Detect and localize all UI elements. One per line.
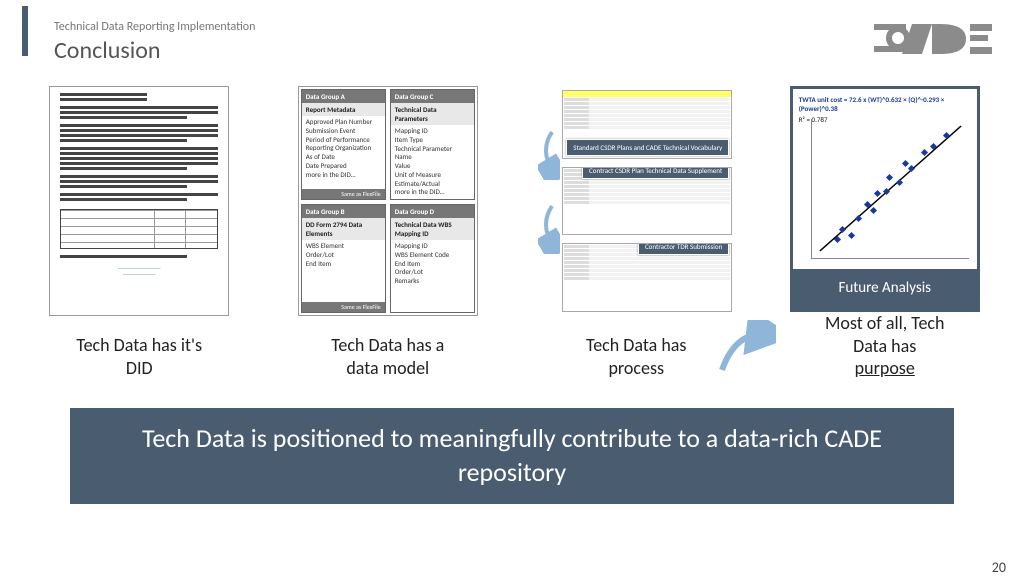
process-banner: Standard CSDR Plans and CADE Technical V…	[566, 139, 729, 156]
process-banner: Contract CSDR Plan Technical Data Supple…	[582, 167, 729, 179]
analysis-card: TWTA unit cost = 72.6 x (WT)^0.632 × (Q)…	[790, 86, 980, 312]
data-group-card: Data Group AReport MetadataApproved Plan…	[301, 89, 386, 200]
data-group-card: Data Group BDD Form 2794 Data ElementsWB…	[301, 204, 386, 313]
columns-row: ────────────────────────────── Tech Data…	[0, 86, 1024, 400]
caption-data-model: Tech Data has a data model	[331, 334, 444, 400]
analysis-label: Future Analysis	[793, 269, 977, 309]
caption-text: process	[608, 357, 664, 379]
process-banner: Contractor TDR Submission	[638, 243, 729, 255]
chart-title: TWTA unit cost = 72.6 x (WT)^0.632 × (Q)…	[799, 95, 971, 113]
caption-text: Most of all, Tech	[825, 312, 945, 334]
data-group-card: Data Group DTechnical Data WBS Mapping I…	[390, 204, 475, 313]
caption-text: DID	[126, 357, 153, 379]
caption-analysis: Most of all, Tech Data has purpose	[825, 312, 945, 380]
col-data-model: Data Group AReport MetadataApproved Plan…	[267, 86, 510, 400]
data-group-card: Data Group CTechnical Data ParametersMap…	[390, 89, 475, 200]
data-model-thumb: Data Group AReport MetadataApproved Plan…	[298, 86, 478, 316]
scatter-chart: TWTA unit cost = 72.6 x (WT)^0.632 × (Q)…	[793, 89, 977, 269]
col-did: ────────────────────────────── Tech Data…	[18, 86, 261, 400]
page-number: 20	[992, 559, 1006, 576]
caption-text: data model	[346, 357, 429, 379]
caption-text: Tech Data has a	[331, 334, 444, 356]
caption-text: Data has	[853, 335, 916, 357]
conclusion-banner: Tech Data is positioned to meaningfully …	[70, 408, 954, 504]
caption-text: Tech Data has	[586, 334, 686, 356]
process-thumb: Standard CSDR Plans and CADE Technical V…	[536, 86, 736, 316]
col-analysis: TWTA unit cost = 72.6 x (WT)^0.632 × (Q)…	[764, 86, 1007, 400]
curve-arrow-icon	[538, 130, 560, 180]
process-panel: Contractor TDR Submission	[562, 243, 732, 312]
curve-arrow-icon	[538, 204, 560, 254]
process-panel: Contract CSDR Plan Technical Data Supple…	[562, 167, 732, 236]
caption-text: purpose	[855, 357, 915, 379]
future-arrow-icon	[716, 320, 776, 380]
caption-process: Tech Data has process	[586, 334, 686, 400]
process-panel: Standard CSDR Plans and CADE Technical V…	[562, 90, 732, 159]
caption-text: Tech Data has it's	[76, 334, 202, 356]
cade-logo	[874, 16, 994, 60]
caption-did: Tech Data has it's DID	[76, 334, 202, 400]
did-document-thumb: ──────────────────────────────	[49, 86, 229, 316]
